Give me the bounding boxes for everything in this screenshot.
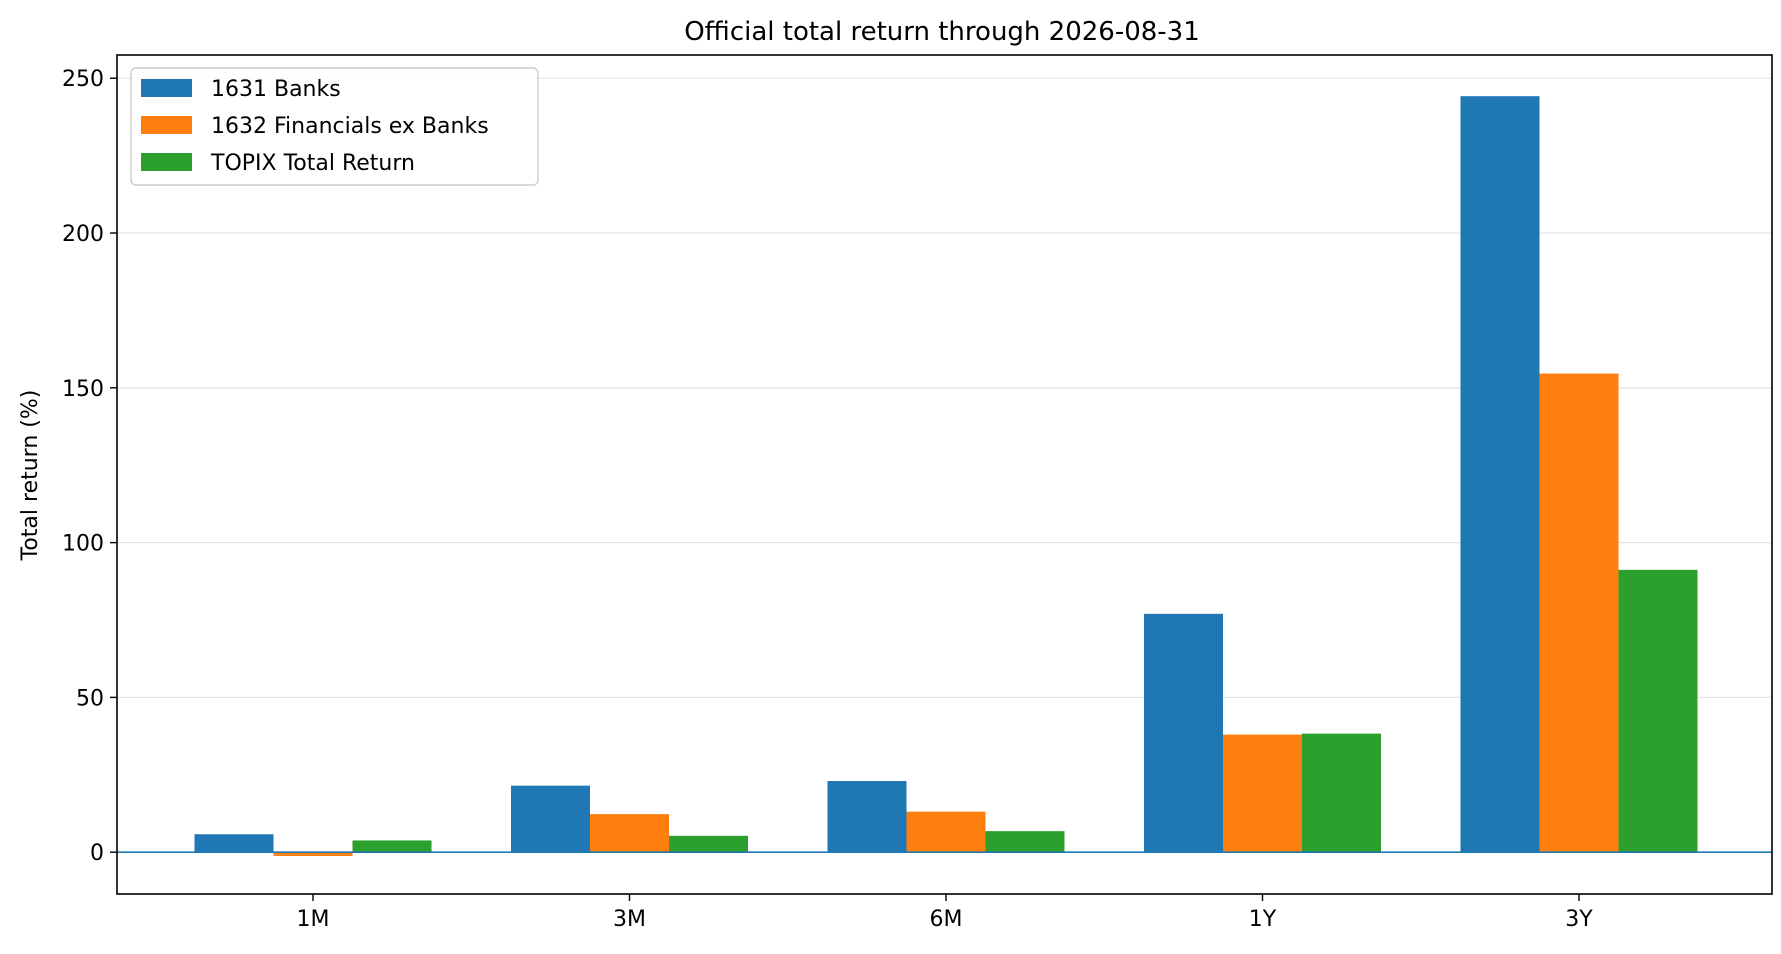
legend-swatch <box>141 79 192 97</box>
y-tick-label: 50 <box>76 686 104 711</box>
legend-swatch <box>141 153 192 171</box>
y-axis-label: Total return (%) <box>18 390 43 562</box>
y-tick-label: 100 <box>62 532 104 557</box>
bar <box>194 834 274 853</box>
bar <box>1618 569 1698 853</box>
bar <box>669 835 748 853</box>
x-tick-label: 6M <box>930 907 963 932</box>
axes <box>116 54 1773 895</box>
chart-title: Official total return through 2026-08-31 <box>684 17 1200 47</box>
x-tick-label: 3Y <box>1565 907 1593 932</box>
legend-label: 1631 Banks <box>211 77 341 102</box>
bar <box>1144 613 1223 853</box>
bar <box>1302 733 1381 853</box>
x-axis-ticks: 1M 3M 6M 1Y 3Y <box>297 894 1593 932</box>
legend: 1631 Banks 1632 Financials ex Banks TOPIX … <box>130 67 539 186</box>
legend-box <box>130 67 539 186</box>
y-tick-label: 150 <box>62 377 104 402</box>
legend-swatch <box>141 116 192 134</box>
bar <box>273 852 353 856</box>
y-axis-ticks: 0 50 100 150 200 250 <box>62 67 117 866</box>
legend-label: 1632 Financials ex Banks <box>211 114 489 139</box>
x-tick-label: 3M <box>613 907 646 932</box>
y-tick-label: 250 <box>62 67 104 92</box>
bar <box>827 780 907 853</box>
bars <box>194 96 1698 856</box>
bar <box>1223 734 1302 853</box>
y-tick-label: 200 <box>62 222 104 247</box>
x-tick-label: 1M <box>297 907 330 932</box>
plot-frame <box>116 54 1773 895</box>
bar <box>906 811 986 853</box>
bar <box>1460 96 1540 853</box>
bar <box>1539 373 1619 853</box>
bar <box>590 814 669 853</box>
legend-label: TOPIX Total Return <box>210 151 415 176</box>
x-tick-label: 1Y <box>1249 907 1277 932</box>
bar <box>985 831 1065 853</box>
bar <box>352 840 432 853</box>
y-tick-label: 0 <box>90 841 104 866</box>
bar <box>511 785 590 853</box>
